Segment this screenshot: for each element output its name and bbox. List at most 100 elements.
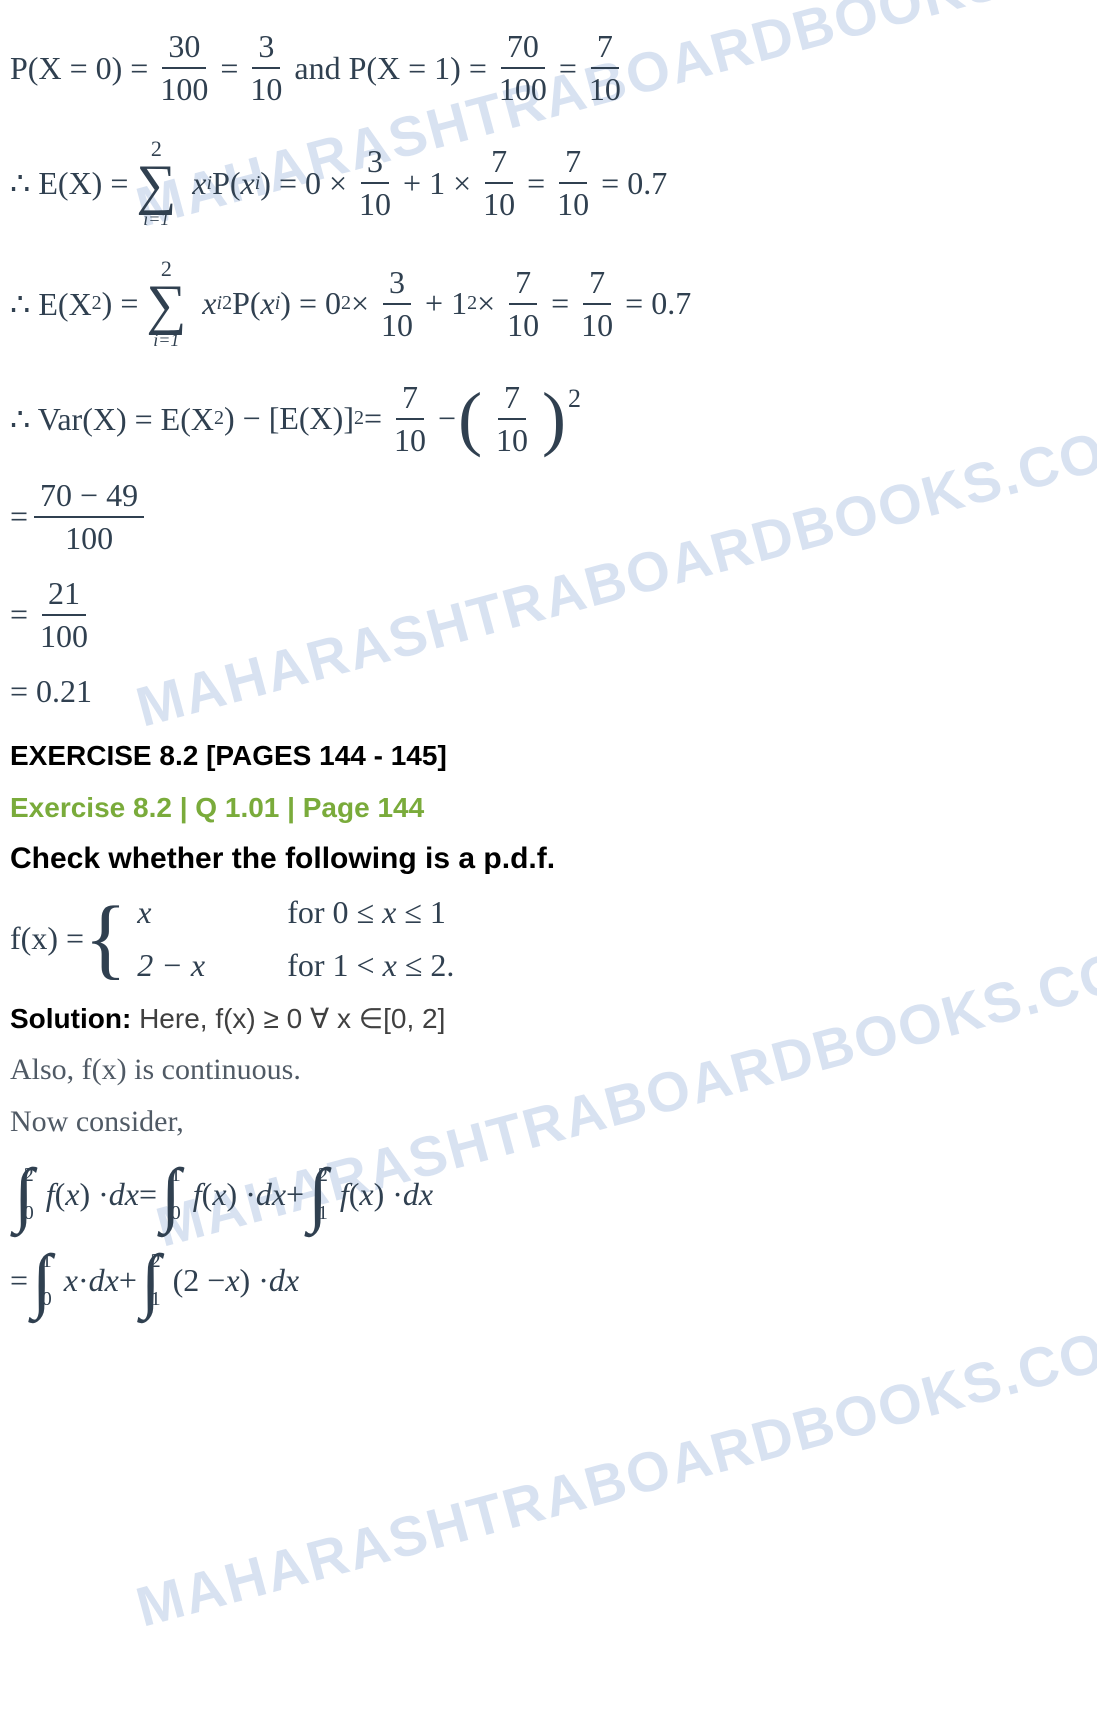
numerator: 7	[498, 379, 526, 420]
sum-lower: i=1	[143, 210, 169, 228]
text: ) ·	[79, 1176, 108, 1213]
solution-label: Solution:	[10, 1003, 139, 1034]
eq-expectation-sq: ∴ E(X2) = 2 ∑ i=1 xi2P(xi) = 02 × 310 + …	[10, 258, 1087, 348]
watermark: MAHARASHTRABOARDBOOKS.COM	[129, 1305, 1097, 1639]
text: x	[382, 894, 396, 930]
integral-limits: 2 0	[24, 1164, 34, 1225]
superscript: 2	[222, 292, 232, 315]
fraction: 710	[477, 143, 521, 223]
text: ) = 0	[280, 285, 341, 322]
denominator: 100	[34, 616, 94, 655]
text: ∴ Var(X) = E(X	[10, 400, 214, 438]
numerator: 7	[396, 379, 424, 420]
text: + 1 ×	[403, 165, 471, 202]
denominator: 10	[551, 184, 595, 223]
text: f	[38, 1176, 55, 1213]
text: x	[359, 1176, 373, 1213]
text: x	[194, 285, 216, 322]
denominator: 100	[154, 69, 214, 108]
piecewise: { x for 0 ≤ x ≤ 1 2 − x for 1 < x ≤ 2.	[84, 894, 454, 984]
numerator: 3	[383, 264, 411, 305]
text: −	[438, 400, 456, 437]
denominator: 10	[501, 305, 545, 344]
upper-limit: 2	[151, 1250, 161, 1273]
text: x	[212, 1176, 226, 1213]
text: ) =	[102, 285, 139, 322]
summation: 2 ∑ i=1	[136, 138, 176, 228]
text: P(X = 0) =	[10, 50, 148, 87]
text: x	[65, 1176, 79, 1213]
sigma-icon: ∑	[136, 160, 176, 210]
text: (	[202, 1176, 213, 1213]
text: ) − [E(X)]	[224, 400, 354, 437]
exercise-heading: EXERCISE 8.2 [PAGES 144 - 145]	[10, 740, 1087, 772]
text: =	[10, 498, 28, 535]
text: x	[383, 947, 397, 983]
question-reference: Exercise 8.2 | Q 1.01 | Page 144	[10, 792, 1087, 824]
denominator: 10	[575, 305, 619, 344]
text: ·	[78, 1262, 89, 1299]
eq-expectation: ∴ E(X) = 2 ∑ i=1 xiP(xi) = 0 × 310 + 1 ×…	[10, 138, 1087, 228]
integral: ∫ 2 1	[308, 1164, 328, 1225]
numerator: 3	[252, 28, 280, 69]
text: dx	[89, 1262, 119, 1299]
text: f	[185, 1176, 202, 1213]
denominator: 10	[583, 69, 627, 108]
numerator: 7	[485, 143, 513, 184]
text: =	[551, 285, 569, 322]
text: = 0.7	[601, 165, 667, 202]
text: x	[184, 165, 206, 202]
numerator: 3	[361, 143, 389, 184]
numerator: 7	[509, 264, 537, 305]
text: x	[56, 1262, 78, 1299]
text: dx	[403, 1176, 433, 1213]
eq-result: = 0.21	[10, 673, 1087, 710]
numerator: 70 − 49	[34, 477, 144, 518]
case-row: x for 0 ≤ x ≤ 1	[137, 894, 454, 931]
text: x	[191, 947, 205, 983]
solution-text: Here, f(x) ≥ 0 ∀ x ∈[0, 2]	[139, 1003, 445, 1034]
integral-limits: 1 0	[42, 1250, 52, 1311]
text: (	[349, 1176, 360, 1213]
text: =	[527, 165, 545, 202]
text: x	[225, 1262, 239, 1299]
case-cond: for 0 ≤ x ≤ 1	[287, 894, 446, 931]
upper-limit: 1	[171, 1164, 181, 1187]
numerator: 70	[501, 28, 545, 69]
integral: ∫ 2 1	[141, 1250, 161, 1311]
text: for 0 ≤	[287, 894, 382, 930]
superscript: 2	[92, 292, 102, 315]
fraction: 70100	[493, 28, 553, 108]
eq-prob-values: P(X = 0) = 30100 = 310 and P(X = 1) = 70…	[10, 28, 1087, 108]
text: +	[119, 1262, 137, 1299]
fraction: 710	[551, 143, 595, 223]
text: ) ·	[374, 1176, 403, 1213]
fraction: 70 − 49100	[34, 477, 144, 557]
lower-limit: 0	[42, 1288, 52, 1311]
fraction: 21100	[34, 575, 94, 655]
right-paren: )	[542, 386, 566, 451]
text: f(x) =	[10, 920, 84, 957]
lower-limit: 0	[24, 1202, 34, 1225]
text: =	[220, 50, 238, 87]
text: =	[10, 1262, 28, 1299]
text: (	[55, 1176, 66, 1213]
case-expr: 2 − x	[137, 947, 267, 984]
fraction: 710	[575, 264, 619, 344]
text: ) ·	[240, 1262, 269, 1299]
text: dx	[256, 1176, 286, 1213]
lower-limit: 0	[171, 1202, 181, 1225]
fraction: 710	[388, 379, 432, 459]
eq-integral-split: ∫ 2 0 f(x) · dx = ∫ 1 0 f(x) · dx + ∫ 2 …	[10, 1164, 1087, 1225]
denominator: 10	[353, 184, 397, 223]
text: = 0.21	[10, 673, 92, 710]
case-row: 2 − x for 1 < x ≤ 2.	[137, 947, 454, 984]
numerator: 30	[162, 28, 206, 69]
text: ≤ 2.	[397, 947, 455, 983]
text: =	[559, 50, 577, 87]
fraction: 710	[583, 28, 627, 108]
eq-integral-substituted: = ∫ 1 0 x · dx + ∫ 2 1 (2 − x) · dx	[10, 1250, 1087, 1311]
sigma-icon: ∑	[146, 280, 186, 330]
text: = 0.7	[625, 285, 691, 322]
lower-limit: 1	[318, 1202, 328, 1225]
